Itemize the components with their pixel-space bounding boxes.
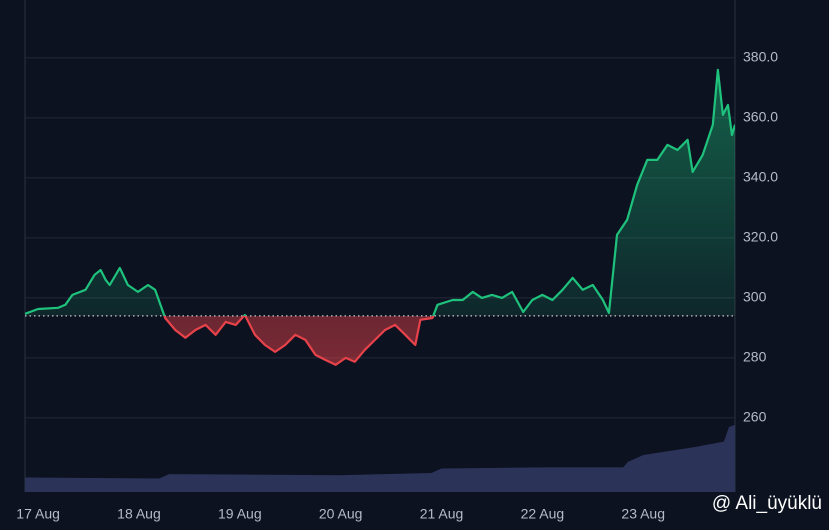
y-tick-label: 380.0 — [743, 49, 778, 65]
y-tick-label: 300 — [743, 289, 767, 305]
y-tick-label: 280 — [743, 349, 767, 365]
x-tick-label: 23 Aug — [621, 506, 665, 522]
area-down — [25, 315, 735, 365]
y-tick-label: 360.0 — [743, 109, 778, 125]
x-tick-label: 20 Aug — [319, 506, 363, 522]
x-tick-label: 18 Aug — [117, 506, 161, 522]
price-line-up — [25, 68, 735, 316]
area-up — [25, 69, 735, 316]
watermark: @ Ali_üyüklü — [712, 493, 822, 514]
y-tick-label: 320.0 — [743, 229, 778, 245]
volume-area — [25, 424, 735, 492]
price-line-down — [163, 315, 435, 366]
y-tick-label: 340.0 — [743, 169, 778, 185]
y-tick-label: 260 — [743, 409, 767, 425]
x-tick-label: 19 Aug — [218, 506, 262, 522]
x-tick-label: 22 Aug — [521, 506, 565, 522]
x-tick-label: 17 Aug — [16, 506, 60, 522]
x-tick-label: 21 Aug — [420, 506, 464, 522]
